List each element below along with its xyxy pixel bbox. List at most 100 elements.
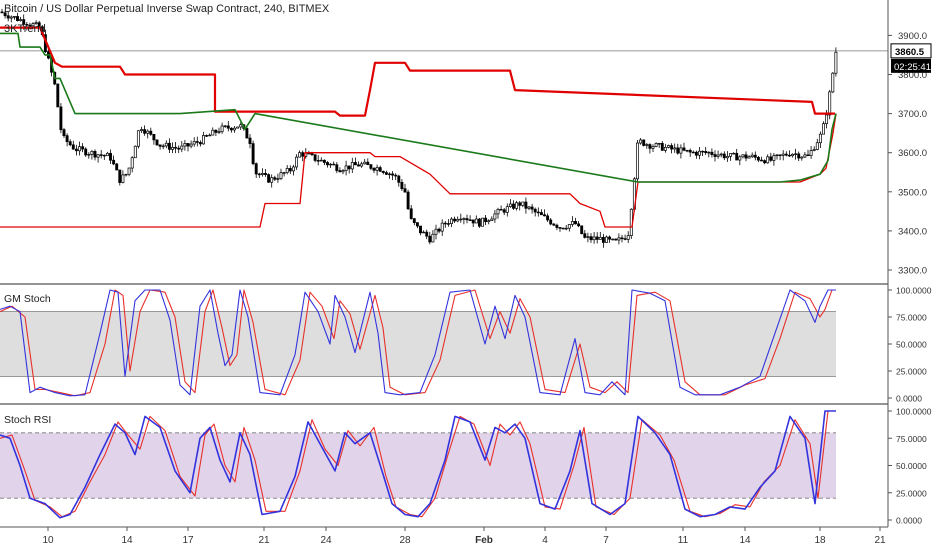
price-badge [890,43,932,59]
candle-body [499,209,503,211]
candle-body [828,91,832,116]
candle-body [614,238,618,241]
candle-body [152,134,156,141]
candle-body [366,161,370,166]
gm-stoch-series-d [0,289,836,397]
candle-body [99,154,103,156]
candle-body [140,129,143,132]
candle-body [567,224,571,229]
candle-body [611,238,615,241]
candle-body [164,142,168,147]
candle-body [369,164,373,169]
candle-body [654,143,658,147]
stoch-rsi-band [0,432,836,499]
candle-body [388,173,391,176]
candle-body [474,218,478,224]
candle-body [623,238,627,240]
candle-body [822,123,825,135]
candle-body [543,214,546,217]
candle-body [121,174,125,183]
stoch-rsi-tick-label: 75.0000 [896,434,927,444]
indicator-label: 3KTrend [4,23,46,35]
candle-body [298,152,302,158]
candle-body [78,146,81,152]
candle-body [233,127,236,131]
candle-body [288,168,292,172]
candle-body [87,154,91,156]
candle-body [484,217,488,223]
x-tick-label: 10 [42,535,54,546]
x-tick-label: 7 [603,535,609,546]
candle-body [127,167,131,175]
price-tick-label: 3400.0 [898,226,927,237]
gm-stoch-tick-label: 100.0000 [896,286,932,296]
candle-body [316,160,320,162]
candle-body [124,173,128,176]
candle-body [353,162,357,166]
candle-body [515,202,519,209]
candle-body [676,147,680,154]
candle-body [704,151,708,154]
candle-body [291,166,295,172]
candle-body [202,135,205,145]
candle-body [722,153,726,159]
stoch-rsi-tick-label: 25.0000 [896,488,927,498]
candle-body [642,139,646,146]
candle-body [446,223,450,225]
candle-body [326,162,329,166]
candle-body [239,124,243,128]
candle-body [149,130,153,135]
candle-body [350,162,354,170]
price-tick-label: 3500.0 [898,187,927,198]
candle-body [71,144,75,150]
candle-body [524,201,528,209]
candle-body [25,24,29,26]
candle-body [347,165,351,170]
candle-body [65,135,69,143]
candle-body [198,142,202,145]
x-tick-label: 4 [542,535,548,546]
candle-body [462,218,466,220]
candle-body [660,143,664,151]
candle-body [381,170,385,173]
candle-body [112,159,116,165]
candle-body [375,167,379,171]
candle-body [586,236,590,238]
candle-body [226,125,230,129]
candle-body [760,159,763,162]
candle-body [335,164,339,171]
candle-body [453,218,457,222]
candle-body [750,154,754,158]
candle-body [716,154,720,157]
candle-body [81,146,85,150]
stoch-rsi-pane [0,410,836,519]
candle-body [784,153,788,156]
gm-stoch-tick-label: 0.0000 [896,394,922,404]
candle-body [273,177,277,180]
candle-body [450,218,453,224]
candle-body [800,156,804,159]
candle-body [626,235,630,240]
candle-body [471,219,475,224]
candle-body [456,218,460,222]
candle-body [527,206,531,209]
candle-body [0,11,4,14]
candle-body [595,236,599,240]
candle-body [797,153,801,159]
candle-body [465,218,469,221]
candle-body [481,217,484,227]
candle-body [710,151,714,155]
gm-stoch-band [0,311,836,377]
candle-body [806,154,810,156]
candle-body [608,236,612,240]
candle-body [574,221,577,225]
stoch-rsi-tick-label: 50.0000 [896,461,927,471]
candle-body [6,15,10,19]
candle-body [518,202,522,206]
candle-body [561,227,565,230]
candle-body [431,233,435,243]
candle-body [254,163,258,175]
